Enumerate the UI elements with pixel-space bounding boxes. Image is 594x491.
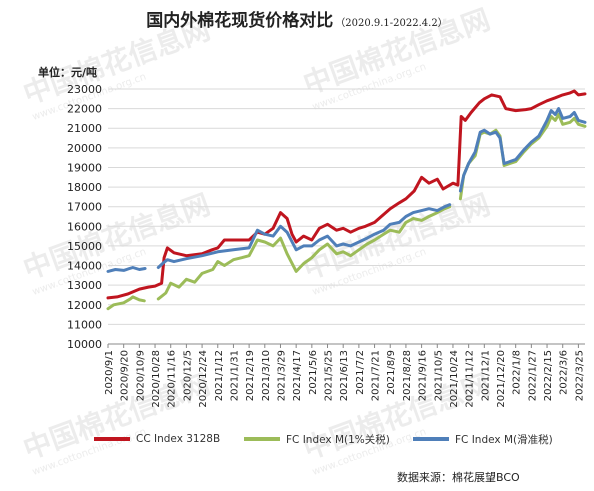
x-tick-label: 2020/9/1: [104, 350, 115, 395]
y-tick-label: 16000: [67, 220, 102, 233]
x-tick-label: 2022/3/25: [574, 350, 585, 401]
unit-label: 单位：元/吨: [38, 66, 98, 79]
y-tick-label: 17000: [67, 201, 102, 214]
x-tick-label: 2021/9/16: [418, 350, 429, 401]
x-tick-label: 2021/7/21: [371, 350, 382, 401]
legend-swatch-fc1: [244, 437, 280, 441]
series-line-0: [106, 89, 587, 300]
legend-label-fc1: FC Index M(1%关税): [286, 433, 390, 446]
y-tick-label: 12000: [67, 299, 102, 312]
x-tick-label: 2021/5/6: [308, 350, 319, 395]
x-tick-label: 2020/9/20: [120, 350, 131, 401]
legend-label-fc2: FC Index M(滑准税): [455, 433, 553, 446]
legend-item-fc1: FC Index M(1%关税): [244, 431, 390, 447]
chart-subtitle: （2020.9.1-2022.4.2）: [335, 18, 448, 29]
chart-title-text: 国内外棉花现货价格对比: [146, 11, 334, 31]
x-tick-label: 2021/10/24: [449, 350, 460, 408]
x-tick-label: 2021/4/17: [292, 350, 303, 401]
x-tick-label: 2021/3/10: [261, 350, 272, 401]
x-tick-label: 2020/10/28: [151, 350, 162, 408]
legend-swatch-cc: [94, 437, 130, 441]
legend-label-cc: CC Index 3128B: [136, 433, 221, 445]
x-tick-label: 2021/3/29: [276, 350, 287, 401]
y-tick-label: 19000: [67, 161, 102, 174]
x-tick-label: 2021/2/19: [245, 350, 256, 401]
x-tick-label: 2020/12/24: [198, 350, 209, 408]
x-tick-label: 2022/1/27: [527, 350, 538, 401]
x-tick-label: 2021/7/2: [355, 350, 366, 395]
x-tick-label: 2022/2/15: [543, 350, 554, 401]
series-line-2: [106, 107, 587, 273]
x-tick-label: 2021/12/20: [496, 350, 507, 408]
x-tick-label: 2021/1/12: [214, 350, 225, 401]
y-tick-label: 11000: [67, 318, 102, 331]
y-tick-label: 22000: [67, 103, 102, 116]
x-tick-label: 2021/11/12: [465, 350, 476, 408]
x-tick-label: 2020/12/5: [182, 350, 193, 401]
y-tick-label: 10000: [67, 338, 102, 351]
y-tick-label: 13000: [67, 279, 102, 292]
x-tick-label: 2021/10/5: [433, 350, 444, 401]
y-tick-label: 20000: [67, 142, 102, 155]
x-tick-label: 2022/1/8: [512, 350, 523, 395]
y-tick-label: 14000: [67, 260, 102, 273]
x-tick-label: 2021/12/1: [480, 350, 491, 401]
y-tick-label: 21000: [67, 122, 102, 135]
y-tick-label: 15000: [67, 240, 102, 253]
y-tick-label: 18000: [67, 181, 102, 194]
series-line-1: [106, 113, 587, 311]
x-tick-label: 2022/3/6: [559, 350, 570, 395]
x-tick-label: 2021/8/28: [402, 350, 413, 401]
source-note: 数据来源：棉花展望BCO: [397, 471, 520, 484]
x-tick-label: 2021/6/13: [339, 350, 350, 401]
x-tick-label: 2020/10/9: [135, 350, 146, 401]
x-tick-label: 2021/8/9: [386, 350, 397, 395]
legend-swatch-fc2: [413, 437, 449, 441]
chart-title: 国内外棉花现货价格对比 （2020.9.1-2022.4.2）: [0, 6, 594, 31]
legend-item-cc: CC Index 3128B: [94, 431, 220, 447]
x-tick-label: 2021/1/31: [229, 350, 240, 401]
x-tick-label: 2021/5/25: [324, 350, 335, 401]
y-tick-label: 23000: [67, 83, 102, 96]
x-tick-label: 2020/11/16: [167, 350, 178, 408]
legend-item-fc2: FC Index M(滑准税): [413, 431, 553, 447]
